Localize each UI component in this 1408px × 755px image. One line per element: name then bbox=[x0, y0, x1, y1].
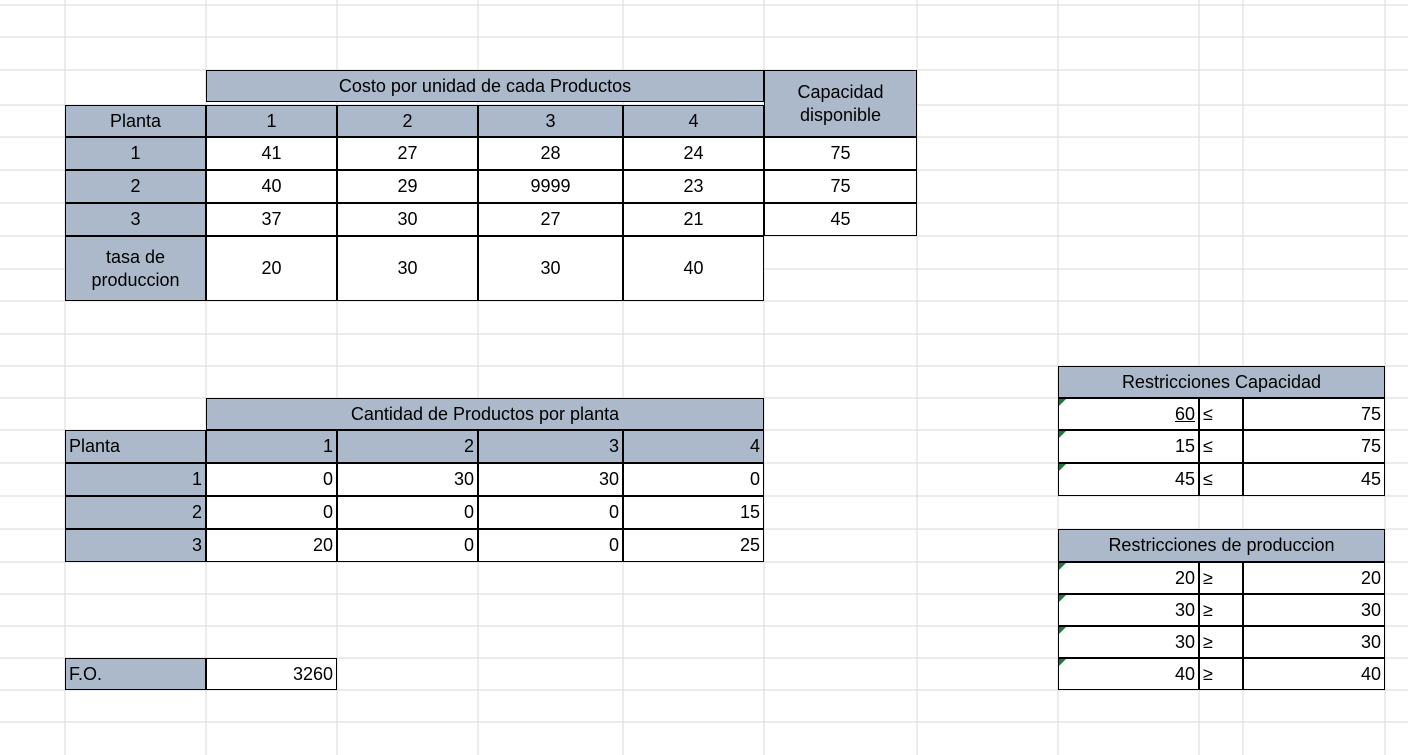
production-constraint-operator[interactable]: ≥ bbox=[1199, 562, 1243, 594]
quantity-cell[interactable]: 15 bbox=[623, 496, 764, 529]
cost-cell[interactable]: 27 bbox=[478, 203, 623, 236]
production-constraint-lhs[interactable]: 40 bbox=[1058, 658, 1199, 690]
capacity-cell[interactable]: 75 bbox=[764, 170, 917, 203]
rate-cell[interactable]: 30 bbox=[478, 236, 623, 301]
rate-cell[interactable]: 30 bbox=[337, 236, 478, 301]
quantity-cell[interactable]: 30 bbox=[478, 463, 623, 496]
quantity-cell[interactable]: 0 bbox=[623, 463, 764, 496]
cost-cell[interactable]: 40 bbox=[206, 170, 337, 203]
rate-label[interactable]: tasa de produccion bbox=[65, 236, 206, 301]
cost-product-header-3[interactable]: 3 bbox=[478, 105, 623, 137]
production-constraint-rhs[interactable]: 30 bbox=[1243, 594, 1385, 626]
quantity-product-header-2[interactable]: 2 bbox=[337, 430, 478, 463]
production-constraint-rhs[interactable]: 20 bbox=[1243, 562, 1385, 594]
quantity-cell[interactable]: 30 bbox=[337, 463, 478, 496]
cost-plant-label[interactable]: 2 bbox=[65, 170, 206, 203]
cost-cell[interactable]: 41 bbox=[206, 137, 337, 170]
production-constraint-operator[interactable]: ≥ bbox=[1199, 626, 1243, 658]
capacity-constraint-lhs[interactable]: 15 bbox=[1058, 430, 1199, 463]
production-constraint-operator[interactable]: ≥ bbox=[1199, 658, 1243, 690]
capacity-constraint-lhs[interactable]: 60 bbox=[1058, 398, 1199, 430]
quantity-product-header-1[interactable]: 1 bbox=[206, 430, 337, 463]
capacity-constraints-title[interactable]: Restricciones Capacidad bbox=[1058, 366, 1385, 398]
production-constraint-lhs[interactable]: 30 bbox=[1058, 594, 1199, 626]
capacity-constraint-rhs[interactable]: 75 bbox=[1243, 430, 1385, 463]
quantity-plant-label[interactable]: 2 bbox=[65, 496, 206, 529]
cost-row-header[interactable]: Planta bbox=[65, 105, 206, 137]
quantity-cell[interactable]: 0 bbox=[206, 496, 337, 529]
quantity-product-header-4[interactable]: 4 bbox=[623, 430, 764, 463]
cost-cell[interactable]: 37 bbox=[206, 203, 337, 236]
production-constraint-rhs[interactable]: 30 bbox=[1243, 626, 1385, 658]
capacity-header[interactable]: Capacidad disponible bbox=[764, 70, 917, 137]
cost-cell[interactable]: 9999 bbox=[478, 170, 623, 203]
capacity-constraint-rhs[interactable]: 75 bbox=[1243, 398, 1385, 430]
objective-label[interactable]: F.O. bbox=[65, 658, 206, 690]
cost-cell[interactable]: 27 bbox=[337, 137, 478, 170]
quantity-cell[interactable]: 0 bbox=[337, 496, 478, 529]
capacity-cell[interactable]: 75 bbox=[764, 137, 917, 170]
cost-plant-label[interactable]: 1 bbox=[65, 137, 206, 170]
cost-cell[interactable]: 30 bbox=[337, 203, 478, 236]
capacity-constraint-lhs[interactable]: 45 bbox=[1058, 463, 1199, 496]
production-constraint-operator[interactable]: ≥ bbox=[1199, 594, 1243, 626]
cost-cell[interactable]: 23 bbox=[623, 170, 764, 203]
cost-product-header-1[interactable]: 1 bbox=[206, 105, 337, 137]
rate-cell[interactable]: 40 bbox=[623, 236, 764, 301]
quantity-cell[interactable]: 0 bbox=[478, 529, 623, 562]
capacity-constraint-rhs[interactable]: 45 bbox=[1243, 463, 1385, 496]
production-constraint-rhs[interactable]: 40 bbox=[1243, 658, 1385, 690]
quantity-plant-label[interactable]: 3 bbox=[65, 529, 206, 562]
cost-table-title[interactable]: Costo por unidad de cada Productos bbox=[206, 70, 764, 102]
quantity-plant-label[interactable]: 1 bbox=[65, 463, 206, 496]
cost-plant-label[interactable]: 3 bbox=[65, 203, 206, 236]
quantity-table-title[interactable]: Cantidad de Productos por planta bbox=[206, 398, 764, 430]
cost-cell[interactable]: 21 bbox=[623, 203, 764, 236]
quantity-cell[interactable]: 20 bbox=[206, 529, 337, 562]
rate-cell[interactable]: 20 bbox=[206, 236, 337, 301]
capacity-constraint-operator[interactable]: ≤ bbox=[1199, 398, 1243, 430]
cost-product-header-2[interactable]: 2 bbox=[337, 105, 478, 137]
capacity-constraint-operator[interactable]: ≤ bbox=[1199, 430, 1243, 463]
objective-value[interactable]: 3260 bbox=[206, 658, 337, 690]
cost-cell[interactable]: 24 bbox=[623, 137, 764, 170]
capacity-cell[interactable]: 45 bbox=[764, 203, 917, 236]
cost-cell[interactable]: 29 bbox=[337, 170, 478, 203]
production-constraint-lhs[interactable]: 20 bbox=[1058, 562, 1199, 594]
production-constraint-lhs[interactable]: 30 bbox=[1058, 626, 1199, 658]
cost-cell[interactable]: 28 bbox=[478, 137, 623, 170]
capacity-constraint-lhs-value: 60 bbox=[1174, 403, 1195, 424]
production-constraints-title[interactable]: Restricciones de produccion bbox=[1058, 529, 1385, 562]
quantity-row-header[interactable]: Planta bbox=[65, 430, 206, 463]
quantity-product-header-3[interactable]: 3 bbox=[478, 430, 623, 463]
capacity-constraint-operator[interactable]: ≤ bbox=[1199, 463, 1243, 496]
quantity-cell[interactable]: 0 bbox=[206, 463, 337, 496]
quantity-cell[interactable]: 0 bbox=[478, 496, 623, 529]
quantity-cell[interactable]: 25 bbox=[623, 529, 764, 562]
cost-product-header-4[interactable]: 4 bbox=[623, 105, 764, 137]
quantity-cell[interactable]: 0 bbox=[337, 529, 478, 562]
